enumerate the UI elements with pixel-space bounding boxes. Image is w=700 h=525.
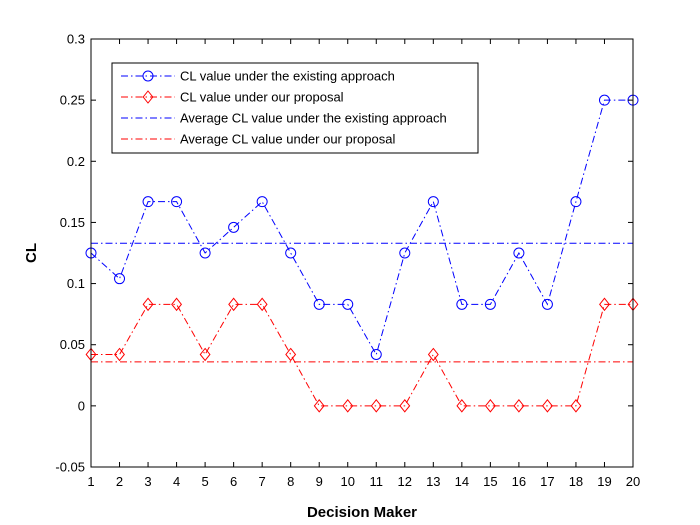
x-tick-label: 19 — [597, 474, 611, 489]
data-point — [370, 348, 382, 360]
y-axis-label: CL — [23, 243, 40, 263]
series-line — [90, 99, 633, 356]
series-1 — [85, 94, 639, 360]
legend-label: Average CL value under the existing appr… — [180, 111, 447, 126]
data-point — [256, 196, 268, 208]
data-point — [199, 347, 211, 362]
data-point — [570, 399, 582, 413]
x-tick-label: 13 — [426, 474, 440, 489]
data-point — [541, 298, 553, 310]
series-layer — [85, 94, 639, 413]
data-point — [313, 399, 325, 413]
x-tick-label: 14 — [455, 474, 469, 489]
legend-label: CL value under our proposal — [180, 90, 344, 105]
x-axis-label: Decision Maker — [307, 504, 417, 521]
data-point — [342, 399, 354, 413]
data-point — [285, 247, 297, 259]
x-tick-label: 9 — [316, 474, 323, 489]
x-tick-label: 1 — [87, 474, 94, 489]
data-point — [285, 347, 297, 362]
data-point — [370, 399, 382, 413]
x-tick-label: 10 — [341, 474, 355, 489]
data-point — [228, 221, 240, 233]
x-tick-label: 16 — [512, 474, 526, 489]
data-point — [114, 347, 125, 362]
data-point — [171, 196, 183, 208]
data-point — [541, 399, 553, 413]
y-tick-label: 0.3 — [67, 32, 85, 47]
y-tick-label: 0 — [78, 398, 85, 413]
data-point — [399, 247, 411, 259]
x-tick-label: 6 — [230, 474, 237, 489]
x-tick-label: 5 — [201, 474, 208, 489]
y-tick-label: 0.25 — [60, 93, 85, 108]
data-point — [114, 273, 126, 285]
data-point — [484, 399, 496, 413]
data-point — [427, 196, 439, 208]
data-point — [228, 297, 240, 312]
x-tick-label: 7 — [259, 474, 266, 489]
data-point — [142, 297, 154, 312]
data-point — [599, 297, 610, 312]
data-point — [142, 196, 154, 208]
series-2 — [85, 297, 639, 413]
legend-marker — [142, 70, 154, 82]
legend-marker — [142, 90, 154, 104]
y-tick-label: 0.2 — [67, 154, 85, 169]
data-point — [342, 298, 354, 310]
y-tick-label: -0.05 — [55, 460, 85, 475]
data-point — [199, 247, 211, 259]
x-tick-label: 17 — [540, 474, 554, 489]
x-tick-label: 8 — [287, 474, 294, 489]
ticks-layer: 1 2 3 4 5 6 7 8 9 10 11 12 13 14 15 16 17 18 19 20-0.0500.0… — [55, 32, 640, 490]
data-point — [256, 297, 268, 312]
y-tick-label: 0.1 — [67, 276, 85, 291]
data-point — [456, 399, 468, 413]
legend-entry-2: CL value under our proposal — [121, 90, 344, 105]
legend-entry-4: Average CL value under our proposal — [121, 132, 395, 147]
data-point — [456, 298, 468, 310]
data-point — [313, 298, 325, 310]
x-tick-label: 20 — [626, 474, 640, 489]
legend-label: Average CL value under our proposal — [180, 132, 395, 147]
legend-label: CL value under the existing approach — [180, 69, 395, 84]
y-tick-label: 0.05 — [60, 337, 85, 352]
x-tick-label: 11 — [370, 474, 384, 489]
x-tick-label: 15 — [483, 474, 497, 489]
data-point — [171, 297, 183, 312]
legend-entry-1: CL value under the existing approach — [121, 69, 395, 84]
legend-entry-3: Average CL value under the existing appr… — [121, 111, 447, 126]
x-tick-label: 12 — [398, 474, 412, 489]
x-tick-label: 3 — [144, 474, 151, 489]
data-point — [598, 94, 610, 106]
y-tick-label: 0.15 — [60, 215, 85, 230]
legend-box — [111, 62, 479, 154]
x-tick-label: 2 — [116, 474, 123, 489]
data-point — [427, 347, 439, 362]
x-tick-label: 4 — [173, 474, 180, 489]
data-point — [399, 399, 411, 413]
data-point — [570, 196, 582, 208]
data-point — [513, 247, 525, 259]
legend: CL value under the existing approach CL v… — [111, 62, 479, 154]
plot-frame — [90, 38, 634, 468]
x-tick-label: 18 — [569, 474, 583, 489]
data-point — [484, 298, 496, 310]
data-point — [513, 399, 525, 413]
